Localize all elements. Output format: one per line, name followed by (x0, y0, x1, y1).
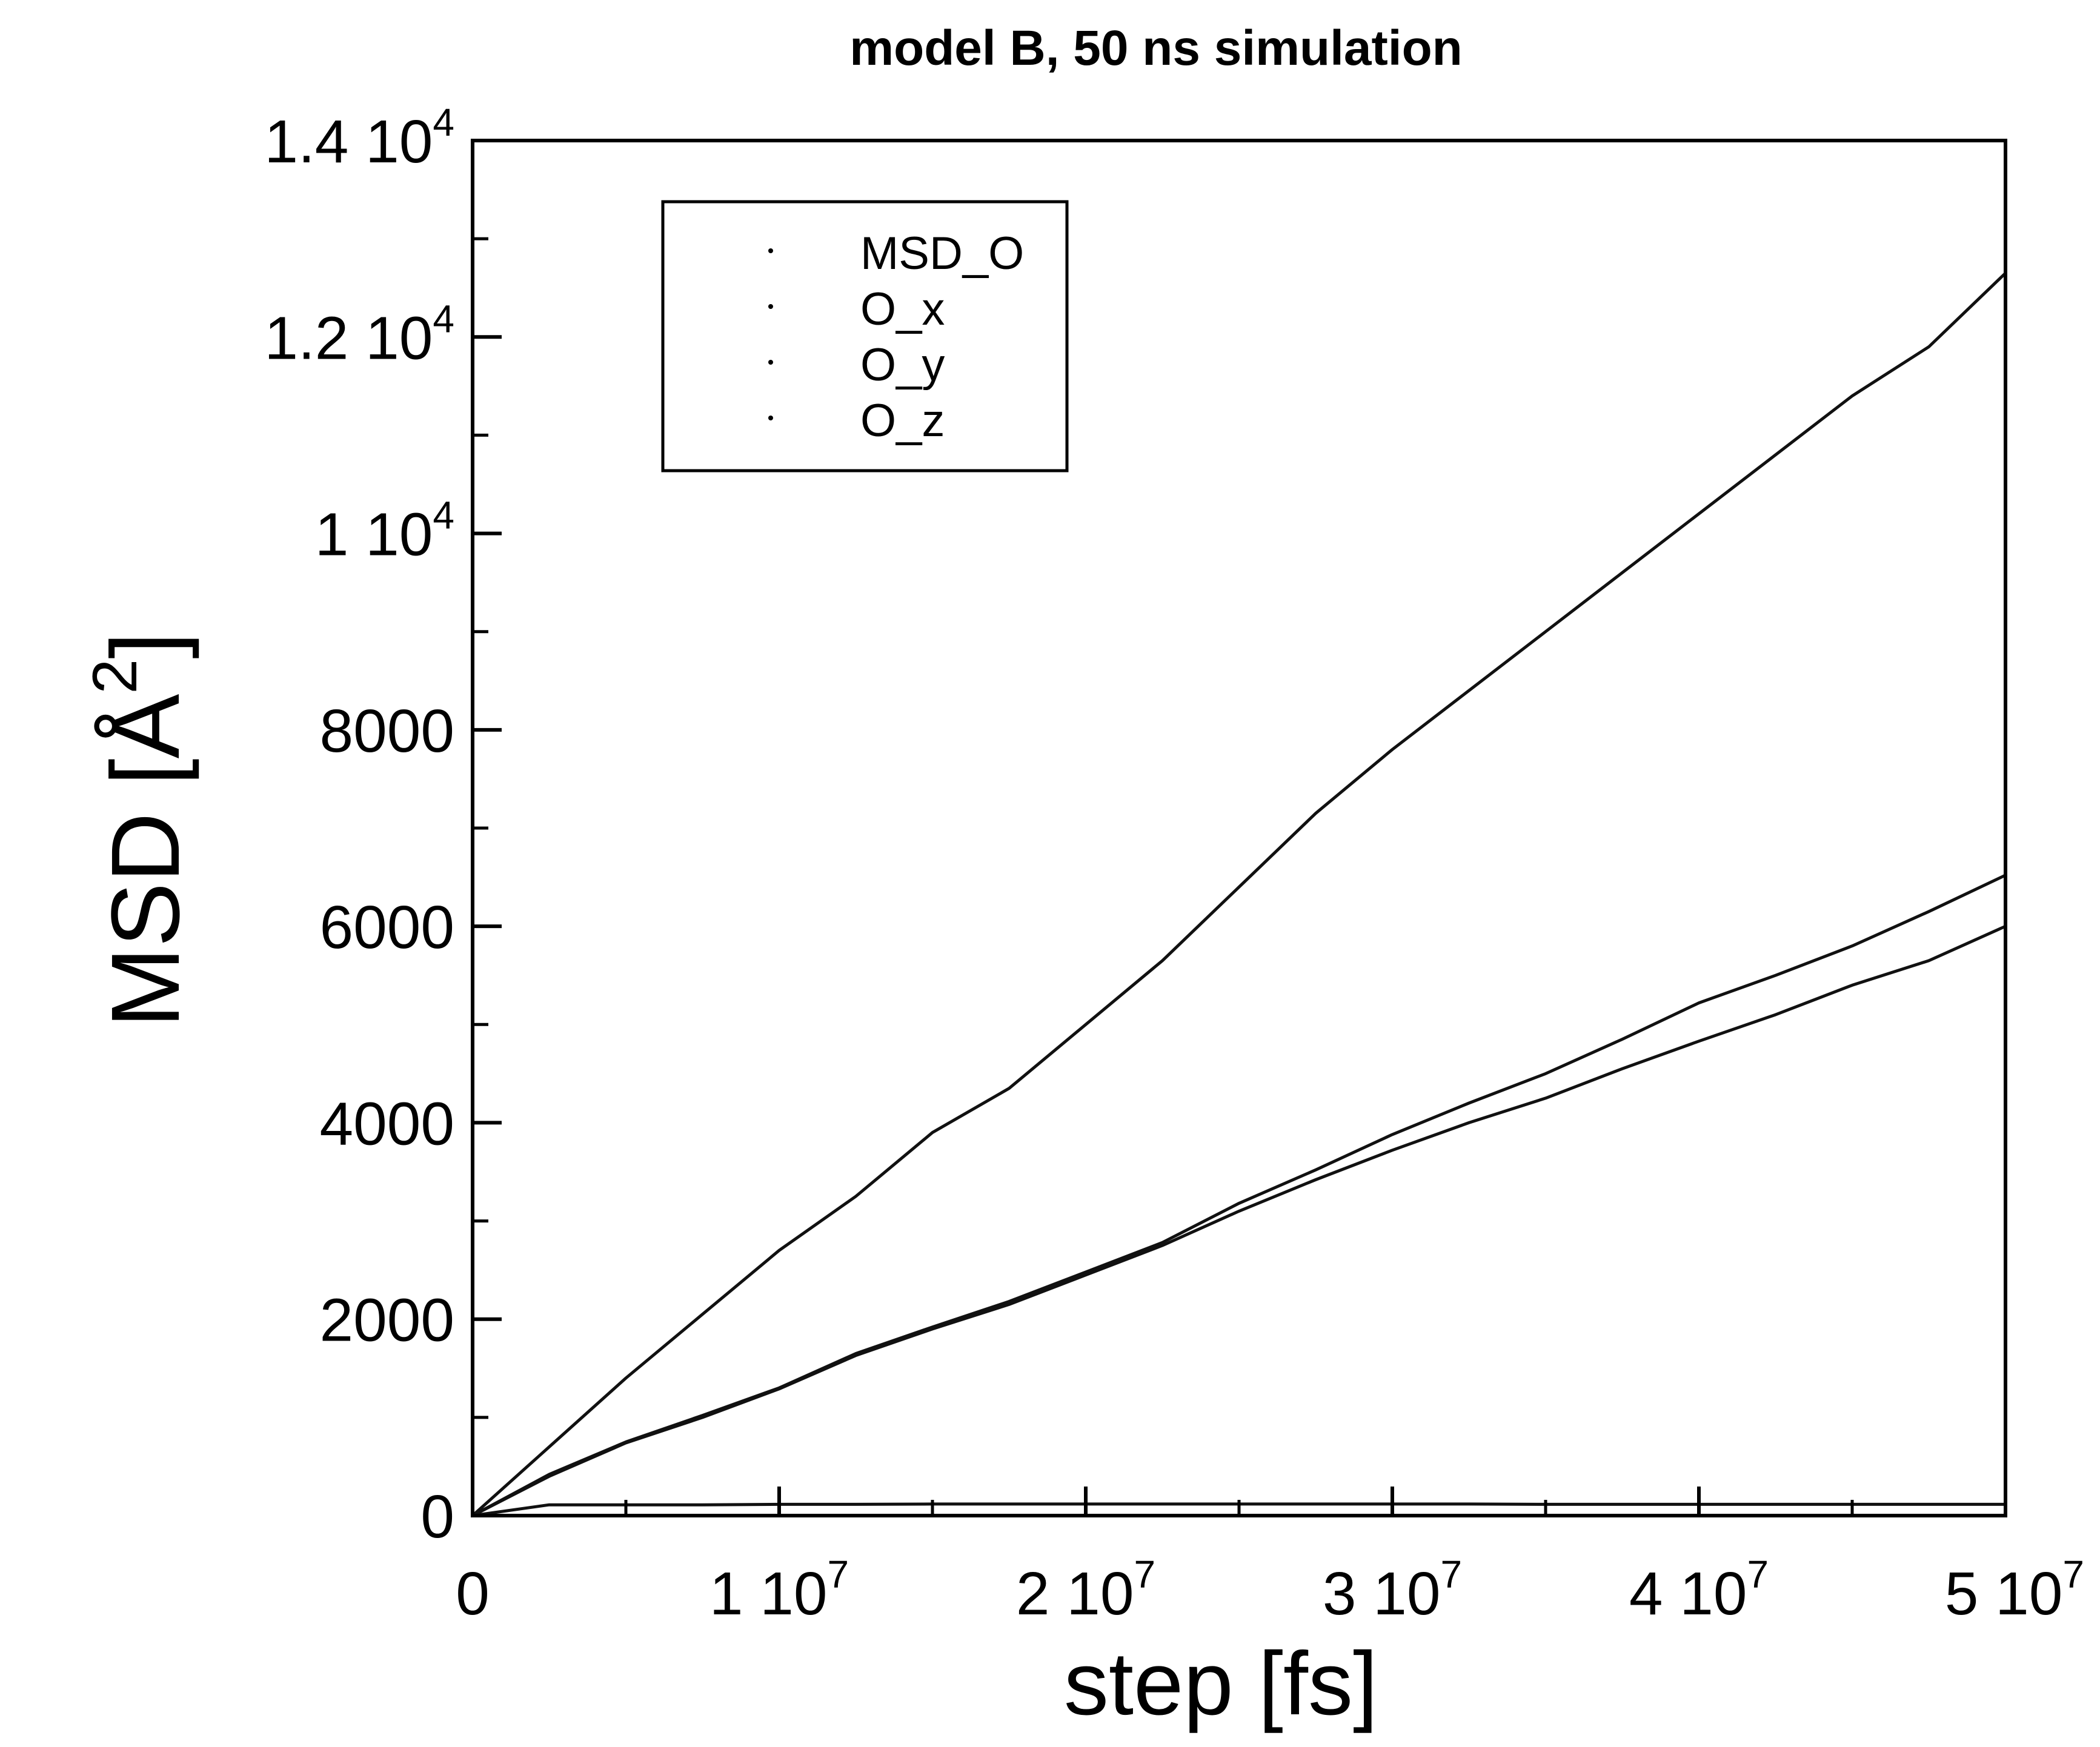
y-tick-label: 2000 (320, 1287, 454, 1354)
series-line-o-y (471, 924, 2007, 1517)
y-tick-label: 1.2 104 (264, 297, 454, 372)
y-tick-label: 8000 (320, 697, 454, 765)
legend-label: MSD_O (860, 228, 1024, 279)
x-tick-label: 4 107 (1629, 1553, 1769, 1628)
x-tick-label: 1 107 (709, 1553, 849, 1628)
y-axis-label-unit: Å (91, 694, 199, 758)
y-axis-label-main: MSD [ (91, 758, 199, 1027)
series-line-o-x (471, 873, 2007, 1517)
legend-box (661, 200, 1069, 472)
x-axis: 0 1 107 2 107 3 107 4 107 5 107 (456, 1487, 2084, 1628)
x-tick-label: 5 107 (1945, 1553, 2084, 1628)
legend-label: O_z (860, 395, 945, 446)
y-axis: 0 2000 4000 6000 8000 1 104 1.2 104 1.4 104 (264, 101, 502, 1551)
y-axis-label-unit-exponent: 2 (80, 659, 150, 694)
y-tick-label: 4000 (320, 1090, 454, 1158)
y-tick-label: 1.4 104 (264, 101, 454, 176)
y-tick-label: 0 (420, 1483, 454, 1551)
chart-title: model B, 50 ns simulation (849, 21, 1463, 76)
y-axis-label-close: ] (91, 632, 199, 658)
legend-label: O_y (860, 339, 945, 391)
x-tick-label: 3 107 (1323, 1553, 1462, 1628)
legend-label: O_x (860, 283, 945, 335)
y-tick-label: 6000 (320, 893, 454, 961)
legend-marker (768, 248, 773, 253)
legend-marker (768, 360, 773, 365)
x-tick-label: 2 107 (1016, 1553, 1155, 1628)
y-tick-label: 1 104 (315, 494, 454, 569)
legend-marker (768, 304, 773, 309)
x-tick-label: 0 (456, 1560, 490, 1628)
x-axis-label: step [fs] (1064, 1634, 1378, 1734)
y-axis-label: MSD [Å2] (80, 632, 199, 1027)
legend: MSD_OO_xO_yO_z (661, 200, 1069, 472)
legend-marker (768, 416, 773, 420)
series-line-msd-o (471, 272, 2007, 1517)
